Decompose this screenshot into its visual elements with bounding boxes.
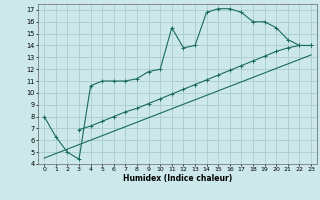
- X-axis label: Humidex (Indice chaleur): Humidex (Indice chaleur): [123, 174, 232, 183]
